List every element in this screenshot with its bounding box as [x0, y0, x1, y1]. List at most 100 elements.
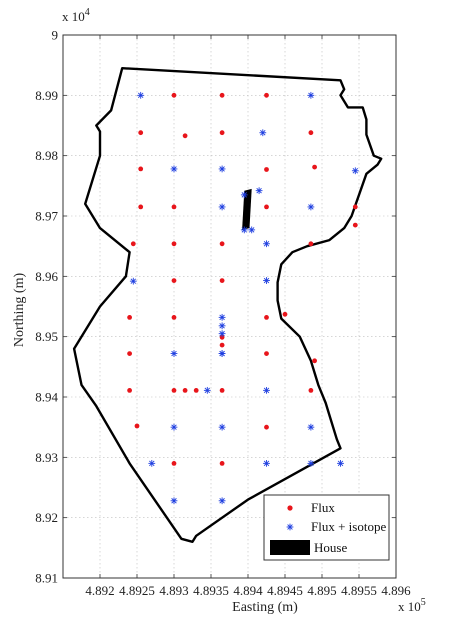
flux-point	[282, 311, 288, 317]
flux-point	[219, 342, 225, 348]
x-tick-label: 4.892	[85, 583, 114, 598]
flux-point	[130, 241, 136, 247]
flux-point	[138, 166, 144, 172]
legend-isotope-marker	[286, 523, 294, 531]
legend-isotope-asterisk	[286, 523, 294, 531]
flux-isotope-series	[129, 91, 359, 505]
x-tick-label: 4.893	[159, 583, 188, 598]
legend-flux-marker	[287, 505, 293, 511]
flux-isotope-point	[255, 187, 263, 195]
x-tick-label: 4.8935	[193, 583, 229, 598]
flux-isotope-point	[137, 91, 145, 99]
legend-house-marker	[270, 540, 310, 555]
flux-isotope-point	[240, 191, 248, 199]
flux-isotope-point	[170, 497, 178, 505]
flux-point	[219, 461, 225, 466]
flux-isotope-point	[218, 423, 226, 431]
flux-point	[171, 204, 177, 210]
flux-isotope-point	[170, 423, 178, 431]
flux-point	[219, 92, 225, 98]
flux-point	[219, 130, 225, 136]
flux-point	[171, 315, 177, 320]
flux-isotope-point	[218, 350, 226, 357]
flux-isotope-point	[351, 167, 359, 175]
flux-point	[182, 133, 188, 139]
flux-point	[171, 461, 177, 466]
flux-isotope-point	[170, 165, 178, 173]
flux-point	[312, 164, 317, 170]
plot-frame	[62, 34, 397, 579]
flux-point	[127, 388, 132, 393]
flux-series	[127, 92, 358, 466]
flux-isotope-point	[240, 226, 248, 234]
flux-isotope-point	[263, 459, 270, 467]
y-axis-label: Northing (m)	[12, 273, 27, 348]
flux-isotope-point	[218, 497, 226, 505]
flux-isotope-point	[218, 203, 226, 211]
flux-point	[127, 351, 132, 356]
x-axis-label: Easting (m)	[232, 600, 298, 615]
flux-isotope-point	[263, 386, 270, 394]
flux-point	[171, 388, 177, 393]
x-tick-label: 4.894	[233, 583, 263, 598]
flux-isotope-point	[218, 322, 226, 330]
y-tick-label: 8.93	[35, 450, 58, 465]
y-tick-label: 8.95	[35, 329, 58, 344]
y-tick-label: 8.91	[35, 571, 58, 586]
flux-point	[264, 92, 269, 98]
flux-point	[352, 204, 358, 210]
y-tick-label: 8.99	[35, 88, 58, 103]
flux-point	[308, 130, 314, 136]
flux-point	[264, 424, 269, 430]
flux-isotope-point	[170, 350, 178, 357]
site-boundary	[72, 66, 383, 543]
flux-point	[264, 204, 269, 210]
y-tick-label: 8.94	[35, 390, 58, 405]
flux-point	[219, 388, 225, 393]
y-tick-label: 8.96	[35, 269, 58, 284]
flux-point	[171, 92, 177, 98]
y-tick-label: 8.92	[35, 510, 58, 525]
x-tick-label: 4.8945	[267, 583, 303, 598]
flux-point	[219, 241, 225, 247]
x-multiplier: x 105	[398, 597, 426, 614]
flux-point	[171, 278, 177, 283]
axis-ticks: 4.892 4.8925 4.893 4.8935 4.894 4.8945 4.895 4.…	[35, 28, 411, 599]
flux-point	[308, 241, 314, 247]
flux-isotope-point	[218, 330, 226, 338]
flux-isotope-point	[263, 277, 270, 284]
house-footprint	[242, 188, 252, 230]
flux-isotope-point	[307, 459, 315, 467]
flux-isotope-point	[203, 386, 211, 394]
flux-isotope-point	[307, 423, 315, 431]
y-tick-label: 9	[52, 28, 59, 43]
legend: Flux Flux + isotope House	[263, 494, 390, 561]
legend-isotope-label: Flux + isotope	[311, 519, 386, 534]
house-layer	[242, 188, 252, 230]
flux-isotope-point	[263, 240, 270, 248]
flux-point	[138, 204, 144, 210]
flux-point	[264, 315, 269, 320]
flux-isotope-point	[218, 313, 226, 321]
flux-isotope-point	[248, 226, 256, 234]
flux-point	[219, 278, 225, 283]
x-tick-label: 4.8925	[119, 583, 155, 598]
y-tick-label: 8.98	[35, 148, 58, 163]
y-tick-label: 8.97	[35, 209, 58, 224]
y-multiplier: x 104	[62, 7, 90, 24]
flux-point	[182, 388, 188, 393]
flux-isotope-point	[148, 459, 156, 467]
flux-point	[352, 222, 358, 228]
flux-isotope-point	[259, 129, 267, 137]
flux-point	[127, 315, 132, 320]
legend-flux-label: Flux	[311, 500, 335, 515]
flux-point	[308, 388, 314, 393]
flux-point	[134, 423, 140, 429]
flux-isotope-point	[129, 277, 137, 285]
flux-point	[264, 167, 269, 172]
flux-isotope-point	[307, 91, 315, 99]
flux-isotope-point	[337, 459, 344, 467]
flux-point	[312, 358, 317, 364]
plot-background	[63, 35, 396, 578]
